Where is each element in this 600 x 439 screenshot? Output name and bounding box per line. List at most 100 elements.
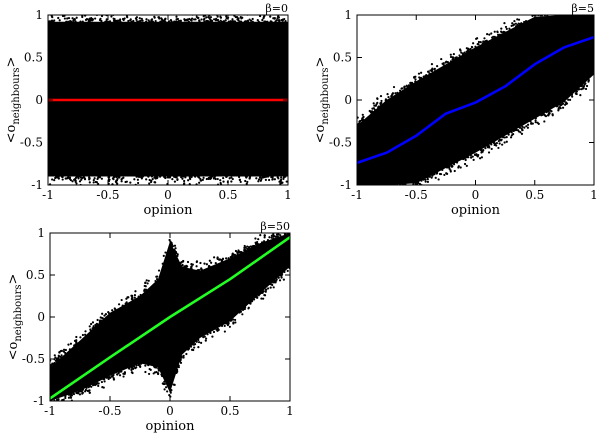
scatter-point	[246, 247, 249, 251]
mean-curve-beta-50	[50, 236, 290, 400]
y-tick-label: -0.5	[20, 136, 43, 150]
scatter-point	[118, 374, 122, 377]
scatter-point	[164, 386, 168, 389]
scatter-point	[515, 128, 518, 132]
scatter-point	[116, 373, 119, 376]
scatter-point	[112, 378, 116, 381]
scatter-point	[449, 55, 453, 59]
scatter-point	[501, 136, 505, 139]
scatter-point	[257, 238, 260, 241]
scatter-point	[114, 308, 117, 311]
scatter-point	[93, 177, 96, 180]
scatter-point	[264, 175, 268, 178]
scatter-point	[221, 20, 224, 23]
scatter-point	[225, 17, 228, 20]
scatter-point	[173, 244, 177, 247]
scatter-point	[97, 182, 100, 185]
scatter-point	[88, 176, 91, 180]
scatter-point	[155, 366, 158, 369]
scatter-point	[541, 12, 543, 14]
scatter-point	[180, 355, 183, 358]
scatter-point	[53, 354, 56, 357]
scatter-point	[495, 141, 499, 145]
scatter-point	[391, 92, 394, 96]
scatter-point	[111, 309, 114, 312]
scatter-point	[212, 177, 215, 180]
scatter-point	[229, 20, 232, 23]
scatter-point	[230, 180, 233, 183]
scatter-point	[490, 147, 493, 151]
scatter-point	[79, 336, 82, 339]
scatter-point	[575, 90, 579, 93]
scatter-point	[525, 125, 528, 128]
scatter-point	[125, 180, 128, 183]
scatter-point	[141, 175, 144, 178]
scatter-point	[233, 254, 236, 258]
scatter-point	[544, 114, 547, 117]
scatter-point	[69, 395, 72, 398]
scatter-point	[259, 175, 262, 179]
scatter-point	[203, 262, 206, 265]
scatter-point	[445, 166, 449, 169]
scatter-point	[114, 19, 117, 23]
x-tick-label: 0	[472, 188, 480, 202]
scatter-point	[228, 177, 231, 180]
scatter-point	[108, 20, 112, 23]
scatter-point	[213, 18, 216, 21]
scatter-point	[277, 233, 280, 236]
scatter-point	[230, 318, 233, 322]
scatter-point	[551, 114, 554, 117]
panel-beta-5: -1 -0.5 0 0.5 1 -1 -0.5 0 0.5 1 opinion <oneighbour…	[313, 2, 598, 218]
scatter-point	[67, 343, 70, 346]
scatter-point	[430, 63, 434, 66]
scatter-point	[174, 175, 177, 179]
scatter-point	[462, 157, 465, 161]
scatter-point	[449, 170, 452, 173]
scatter-point	[282, 278, 285, 281]
scatter-point	[163, 388, 166, 391]
scatter-point	[368, 186, 370, 188]
scatter-point	[219, 16, 223, 19]
scatter-point	[98, 320, 101, 324]
scatter-point	[252, 298, 256, 301]
scatter-point	[430, 176, 433, 179]
scatter-point	[451, 165, 454, 168]
scatter-point	[187, 348, 190, 351]
scatter-point	[78, 393, 82, 396]
scatter-point	[138, 365, 142, 368]
scatter-point	[81, 20, 84, 23]
y-tick-label: 0.5	[26, 268, 45, 282]
scatter-point	[563, 100, 566, 103]
scatter-point	[277, 19, 280, 22]
scatter-point	[57, 354, 60, 357]
scatter-point	[196, 269, 199, 272]
scatter-point	[257, 180, 260, 183]
scatter-point	[530, 122, 533, 125]
scatter-point	[95, 181, 99, 184]
scatter-point	[395, 185, 397, 187]
scatter-point	[147, 372, 151, 376]
scatter-point	[585, 84, 589, 88]
scatter-point	[115, 181, 118, 184]
scatter-point	[115, 179, 118, 182]
scatter-point	[100, 177, 103, 180]
scatter-point	[259, 233, 262, 237]
scatter-point	[239, 310, 243, 313]
scatter-point	[274, 20, 277, 23]
scatter-point	[131, 294, 134, 297]
scatter-point	[179, 361, 183, 364]
scatter-point	[200, 267, 203, 270]
scatter-point	[390, 94, 393, 97]
x-tick-label: 0.5	[218, 188, 237, 202]
scatter-point	[550, 110, 553, 113]
scatter-point	[451, 56, 454, 59]
y-tick-label: 0	[37, 310, 45, 324]
scatter-point	[61, 398, 64, 401]
scatter-point	[240, 17, 243, 20]
scatter-point	[79, 20, 82, 23]
scatter-point	[145, 18, 148, 21]
scatter-point	[507, 132, 510, 136]
scatter-point	[500, 27, 503, 30]
scatter-point	[210, 175, 214, 178]
scatter-point	[194, 175, 197, 178]
